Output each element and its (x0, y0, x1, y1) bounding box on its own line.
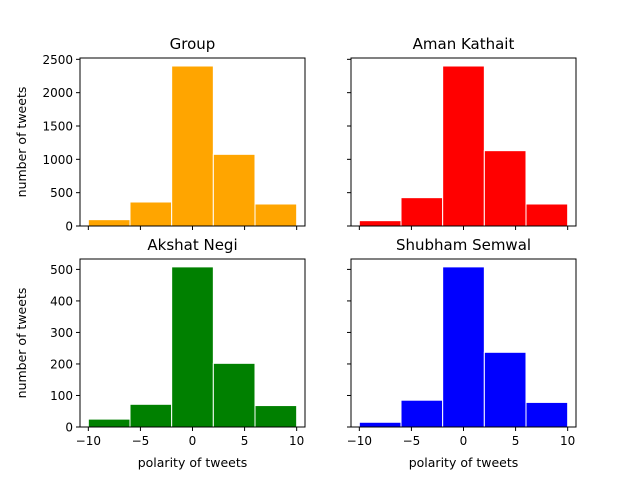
histogram-bar (358, 220, 402, 227)
histogram-bar (525, 401, 569, 428)
x-tick-label: 5 (241, 434, 249, 448)
histogram-bar (442, 266, 485, 428)
x-axis-label: polarity of tweets (409, 455, 519, 470)
y-axis-label: number of tweets (14, 87, 29, 198)
histogram-bar (171, 65, 214, 227)
subplot-title: Shubham Semwal (396, 236, 531, 254)
y-tick-label: 300 (50, 326, 73, 340)
y-tick-label: 0 (65, 421, 73, 435)
y-tick-label: 1500 (42, 120, 73, 134)
histogram-bar (254, 203, 298, 227)
x-tick-label: −10 (347, 434, 372, 448)
histogram-bar (87, 219, 131, 227)
y-tick-label: 400 (50, 294, 73, 308)
subplot-1: Aman Kathait (347, 35, 577, 230)
histogram-bar (483, 351, 527, 428)
x-tick-label: −5 (132, 434, 150, 448)
y-tick-label: 200 (50, 357, 73, 371)
y-tick-label: 500 (50, 186, 73, 200)
histogram-bar (358, 421, 402, 428)
x-tick-label: 0 (189, 434, 197, 448)
x-tick-label: 0 (460, 434, 468, 448)
y-tick-label: 500 (50, 263, 73, 277)
histogram-bar (171, 266, 214, 428)
histogram-bar (442, 65, 485, 227)
x-tick-label: 5 (512, 434, 520, 448)
subplot-title: Aman Kathait (413, 35, 515, 53)
histogram-bar (129, 403, 173, 428)
histogram-bar (400, 399, 444, 428)
y-tick-label: 1000 (42, 153, 73, 167)
histogram-bar (212, 362, 256, 428)
x-tick-label: 10 (560, 434, 575, 448)
histogram-bar (400, 197, 444, 227)
x-axis-label: polarity of tweets (138, 455, 248, 470)
y-axis-label: number of tweets (14, 288, 29, 399)
histogram-bar (525, 203, 569, 227)
subplot-0: 0 500 1000 1500 2000 2500 Group number of tweet… (14, 35, 306, 234)
subplot-2: 0 100 200 300 400 500 −10 −5 0 5 10 Akshat Negi pola… (14, 236, 306, 470)
x-tick-label: −5 (403, 434, 421, 448)
histogram-bar (87, 418, 131, 428)
x-tick-label: −10 (76, 434, 101, 448)
y-tick-label: 2500 (42, 53, 73, 67)
histogram-bar (254, 405, 298, 428)
histogram-bar (129, 201, 173, 227)
y-tick-label: 2000 (42, 86, 73, 100)
subplot-title: Group (170, 35, 216, 53)
subplot-3: −10 −5 0 5 10 Shubham Semwal polarity of tweet… (347, 236, 577, 470)
y-tick-label: 100 (50, 389, 73, 403)
y-tick-label: 0 (65, 220, 73, 234)
subplot-title: Akshat Negi (147, 236, 237, 254)
histogram-bar (483, 150, 527, 227)
histogram-bar (212, 153, 256, 227)
x-tick-label: 10 (289, 434, 304, 448)
